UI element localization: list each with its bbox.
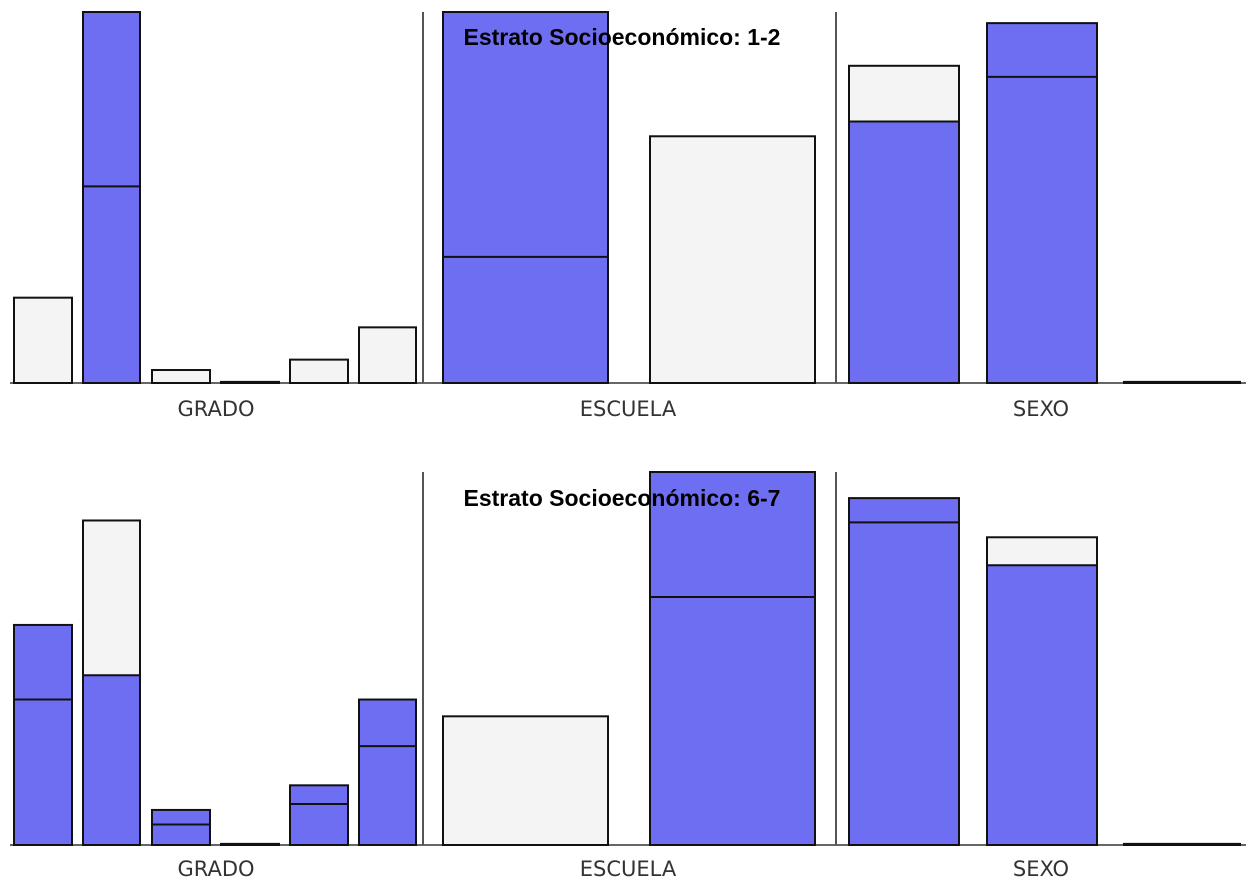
bar — [151, 808, 211, 846]
bar-outline — [82, 11, 141, 384]
bar — [151, 369, 211, 385]
bar-highlight — [359, 699, 416, 845]
bar-highlight — [83, 12, 140, 383]
panel-title: Estrato Socioeconómico: 6-7 — [464, 485, 781, 511]
bar-outline — [289, 358, 349, 385]
bar — [289, 358, 349, 385]
group-label: SEXO — [1013, 857, 1069, 881]
bar-outline — [442, 11, 609, 384]
bar — [13, 623, 73, 846]
bar-highlight — [290, 785, 348, 845]
bar-outline — [986, 536, 1098, 847]
bar — [82, 11, 141, 384]
bar — [848, 497, 960, 846]
bar — [358, 326, 417, 385]
panel-2: GRADO ESCUELA SEXO Estrato Socioeconómico: … — [10, 471, 1246, 881]
group-escuela: ESCUELA — [442, 11, 816, 421]
bar — [442, 715, 609, 846]
bar-outline — [13, 296, 73, 385]
panel-1: GRADO ESCUELA SEXO Estrato Socioeconómico: … — [10, 11, 1246, 421]
group-escuela: ESCUELA — [442, 471, 816, 881]
bar — [220, 380, 280, 384]
bar-outline — [649, 471, 816, 846]
bar — [289, 784, 349, 847]
bar-highlight — [987, 565, 1097, 845]
bar — [13, 296, 73, 385]
bar — [649, 471, 816, 846]
bar-highlight — [987, 23, 1097, 383]
bar-outline — [151, 808, 211, 846]
bar-outline — [848, 497, 960, 846]
bar — [442, 11, 609, 384]
bar-outline — [848, 64, 960, 384]
bar-outline — [358, 698, 417, 847]
group-label: GRADO — [177, 397, 254, 421]
bar-background — [443, 716, 608, 845]
group-label: GRADO — [177, 857, 254, 881]
bar — [1123, 842, 1241, 846]
bar-outline — [289, 784, 349, 847]
bar-outline — [442, 715, 609, 846]
bar-outline — [1123, 380, 1241, 384]
bar-outline — [82, 519, 141, 846]
bar — [649, 135, 816, 384]
bar — [358, 698, 417, 847]
bar-outline — [1123, 842, 1241, 846]
bar-background — [152, 370, 210, 383]
group-label: ESCUELA — [580, 857, 677, 881]
bar-background — [290, 359, 348, 383]
bar-highlight — [83, 675, 140, 845]
bar — [220, 842, 280, 846]
group-grado: GRADO — [13, 519, 417, 881]
group-label: SEXO — [1013, 397, 1069, 421]
group-label: ESCUELA — [580, 397, 677, 421]
bar-outline — [986, 22, 1098, 384]
bar-outline — [649, 135, 816, 384]
bar-highlight — [14, 624, 72, 845]
bar-outline — [13, 623, 73, 846]
bar-highlight — [443, 12, 608, 383]
bar-background — [14, 297, 72, 383]
panel-title: Estrato Socioeconómico: 1-2 — [464, 24, 781, 50]
group-sexo: SEXO — [848, 497, 1241, 881]
bar — [1123, 380, 1241, 384]
bar — [848, 64, 960, 384]
bar-outline — [220, 842, 280, 846]
group-sexo: SEXO — [848, 22, 1241, 421]
bar — [986, 22, 1098, 384]
bar-background — [650, 136, 815, 383]
bar-background — [359, 327, 416, 383]
bar-highlight — [650, 472, 815, 845]
bar-highlight — [849, 121, 959, 383]
group-grado: GRADO — [13, 11, 417, 421]
bar-highlight — [152, 809, 210, 845]
bar-outline — [358, 326, 417, 385]
bar-outline — [220, 380, 280, 384]
bar — [986, 536, 1098, 847]
bar — [82, 519, 141, 846]
bar-highlight — [849, 498, 959, 845]
bar-outline — [151, 369, 211, 385]
